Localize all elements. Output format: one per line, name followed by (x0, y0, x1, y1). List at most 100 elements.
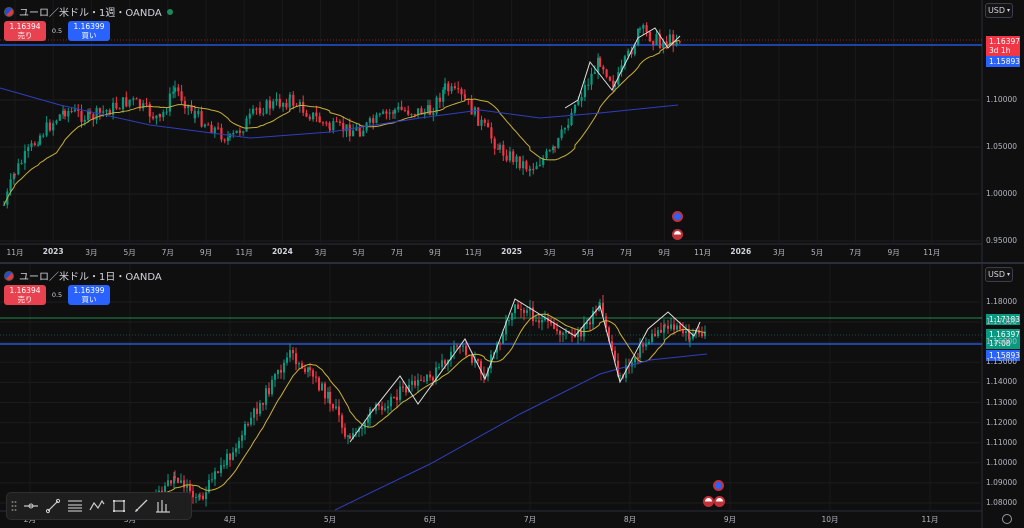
candle-body (262, 113, 265, 115)
us-flag-event-icon[interactable] (714, 496, 725, 507)
candle-body (403, 109, 406, 111)
weekly-chart-pane[interactable]: ユーロ／米ドル・1週・OANDA 1.16394 売り 0.5 1.16399 … (0, 0, 1024, 262)
candle-body (420, 108, 423, 115)
currency-selector[interactable]: USD ▾ (985, 267, 1013, 282)
candle-body (223, 465, 225, 467)
brush-icon[interactable] (130, 495, 152, 517)
candle-body (388, 112, 391, 114)
candle-body (307, 367, 309, 373)
candle-body (183, 480, 185, 488)
candle-body (387, 406, 389, 409)
us-flag-event-icon[interactable] (672, 229, 683, 240)
sell-button[interactable]: 1.16394 売り (4, 285, 46, 305)
candle-body (651, 333, 653, 343)
candle-body (598, 305, 600, 312)
candle-body (203, 124, 206, 127)
price-tick-label: 1.15000 (986, 357, 1018, 367)
candle-body (384, 408, 386, 410)
time-tick-label: 3月 (314, 248, 327, 257)
candle-body (312, 112, 315, 120)
candle-body (12, 174, 15, 180)
buy-button[interactable]: 1.16399 買い (68, 21, 110, 41)
horizontal-line-icon[interactable] (20, 495, 42, 517)
candle-body (660, 330, 662, 333)
candle-body (332, 403, 334, 409)
candle-body (165, 111, 168, 113)
candle-body (515, 156, 518, 163)
candle-body (232, 452, 234, 460)
currency-selector[interactable]: USD ▾ (985, 3, 1013, 18)
candle-body (402, 386, 404, 388)
daily-symbol-header: ユーロ／米ドル・1日・OANDA (4, 268, 162, 283)
fib-retracement-icon[interactable] (64, 495, 86, 517)
us-flag-event-icon[interactable] (703, 496, 714, 507)
candle-body (324, 383, 326, 399)
candle-body (268, 388, 270, 395)
candle-body (262, 403, 264, 405)
price-tick-label: 1.05000 (986, 142, 1018, 151)
candle-body (17, 163, 20, 175)
time-tick-label: 5月 (352, 248, 365, 257)
candle-body (115, 102, 118, 109)
candle-body (312, 370, 314, 377)
weekly-chart-canvas[interactable] (0, 0, 1024, 262)
daily-symbol-title: ユーロ／米ドル・1日・OANDA (19, 272, 162, 283)
candle-body (663, 324, 665, 333)
candle-body (173, 476, 175, 484)
candle-body (692, 333, 694, 339)
event-marker-icon[interactable] (672, 211, 683, 222)
candle-body (619, 375, 621, 377)
horizontal-line-price-tag: 1.15893 (986, 56, 1020, 67)
time-tick-label: 2026 (730, 247, 752, 256)
candle-body (471, 355, 473, 363)
candle-body (217, 471, 219, 473)
drawing-toolbar[interactable] (6, 492, 192, 520)
horizontal-line-price: 1.15893 (989, 57, 1021, 66)
zigzag-pattern-icon[interactable] (86, 495, 108, 517)
candle-body (283, 362, 285, 373)
sell-button[interactable]: 1.16394 売り (4, 21, 46, 41)
candle-body (45, 122, 48, 136)
time-tick-label: 7月 (849, 248, 862, 257)
candle-body (335, 406, 337, 409)
weekly-symbol-header: ユーロ／米ドル・1週・OANDA (4, 4, 173, 19)
moving-average-slow-line (0, 87, 679, 139)
time-tick-label: 7月 (390, 248, 404, 257)
chart-settings-gear-icon[interactable] (1002, 514, 1012, 524)
time-tick-label: 2025 (501, 247, 523, 256)
trend-line-icon[interactable] (42, 495, 64, 517)
candle-body (642, 344, 644, 347)
candle-body (444, 360, 446, 365)
candle-body (362, 130, 365, 137)
candle-body (608, 76, 611, 81)
candle-body (567, 125, 570, 128)
candle-body (453, 345, 455, 352)
long-position-icon[interactable] (152, 495, 174, 517)
candle-body (361, 427, 363, 429)
candle-body (256, 408, 258, 414)
price-tick-label: 1.16000 (986, 337, 1018, 347)
candle-body (168, 93, 171, 112)
candle-body (658, 33, 661, 43)
daily-chart-pane[interactable]: ユーロ／米ドル・1日・OANDA 1.16394 売り 0.5 1.16399 … (0, 264, 1024, 528)
rectangle-icon[interactable] (108, 495, 130, 517)
candle-body (480, 361, 482, 374)
event-marker-icon[interactable] (713, 480, 724, 491)
price-tick-label: 1.00000 (986, 189, 1018, 198)
candle-body (205, 492, 207, 500)
buy-button[interactable]: 1.16399 買い (68, 285, 110, 305)
candle-body (213, 127, 216, 134)
pane-divider[interactable] (0, 262, 1024, 264)
grip-icon[interactable] (10, 499, 18, 513)
candle-body (429, 374, 431, 378)
candle-body (548, 150, 551, 152)
daily-trade-buttons: 1.16394 売り 0.5 1.16399 買い (4, 285, 110, 305)
candle-body (441, 360, 443, 368)
candle-body (121, 97, 125, 110)
daily-chart-canvas[interactable] (0, 264, 1024, 528)
candle-body (423, 380, 425, 382)
candle-body (128, 100, 131, 107)
candle-body (630, 50, 633, 55)
candle-body (344, 427, 346, 437)
candle-body (493, 138, 496, 149)
